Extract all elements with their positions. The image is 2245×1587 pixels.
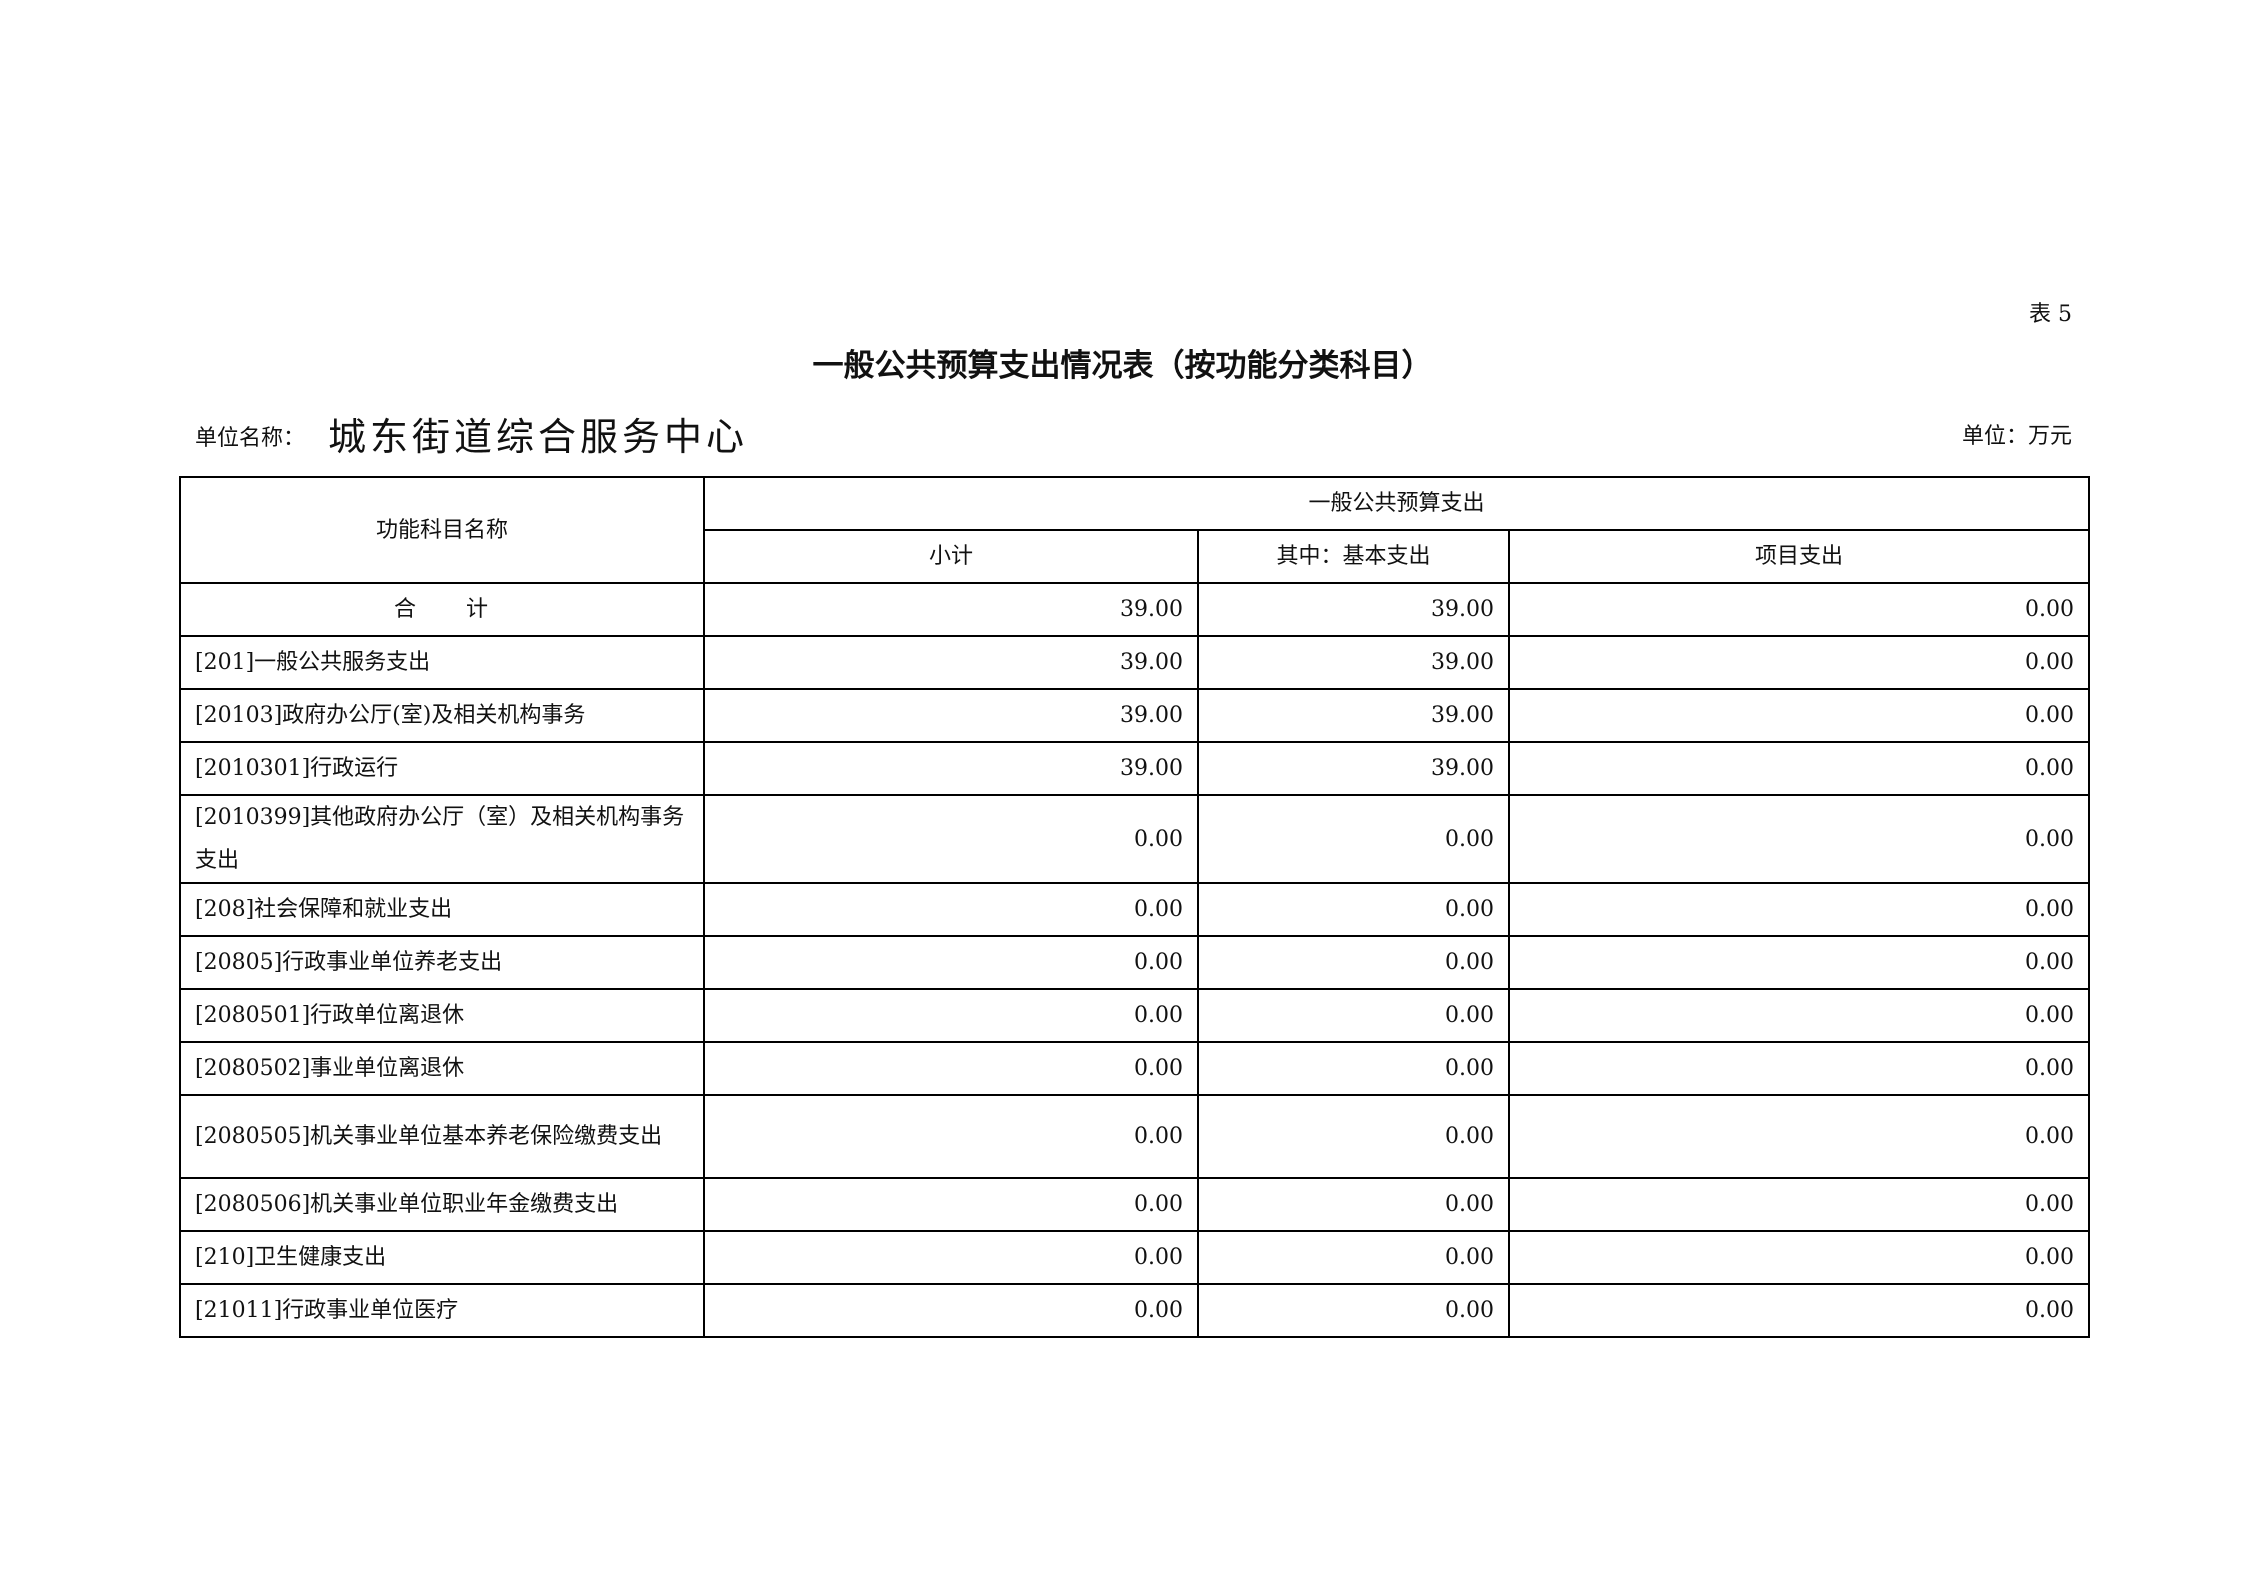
name-cell: [2080501]行政单位离退休 <box>179 988 705 1043</box>
table-row: [2080502]事业单位离退休 0.00 0.00 0.00 <box>179 1041 2090 1096</box>
project-cell: 0.00 <box>1508 1230 2090 1285</box>
unit-label: 单位名称： <box>195 426 306 451</box>
name-cell: [2010399]其他政府办公厅（室）及相关机构事务支出 <box>179 794 705 884</box>
table-row: [201]一般公共服务支出 39.00 39.00 0.00 <box>179 635 2090 690</box>
page-title: 一般公共预算支出情况表（按功能分类科目） <box>812 348 1433 384</box>
table-row: [20805]行政事业单位养老支出 0.00 0.00 0.00 <box>179 935 2090 990</box>
project-cell: 0.00 <box>1508 935 2090 990</box>
project-cell: 0.00 <box>1508 1094 2090 1179</box>
subtotal-cell: 0.00 <box>703 1230 1199 1285</box>
unit-name: 城东街道综合服务中心 <box>328 415 749 459</box>
name-cell: [20103]政府办公厅(室)及相关机构事务 <box>179 688 705 743</box>
subtotal-cell: 0.00 <box>703 882 1199 937</box>
table-row: [2080506]机关事业单位职业年金缴费支出 0.00 0.00 0.00 <box>179 1177 2090 1232</box>
subtotal-cell: 0.00 <box>703 988 1199 1043</box>
table-number: 表 5 <box>2029 302 2072 327</box>
basic-cell: 39.00 <box>1197 635 1510 690</box>
subtotal-cell: 0.00 <box>703 935 1199 990</box>
header-subrow: 小计 其中：基本支出 项目支出 <box>180 529 2090 584</box>
project-cell: 0.00 <box>1508 688 2090 743</box>
project-cell: 0.00 <box>1508 794 2090 884</box>
project-cell: 0.00 <box>1508 1177 2090 1232</box>
basic-cell: 0.00 <box>1197 794 1510 884</box>
subtotal-cell: 0.00 <box>703 1177 1199 1232</box>
header-group: 一般公共预算支出 <box>703 476 2090 531</box>
name-cell: [2080505]机关事业单位基本养老保险缴费支出 <box>179 1094 705 1179</box>
basic-cell: 0.00 <box>1197 1177 1510 1232</box>
subtotal-cell: 39.00 <box>703 688 1199 743</box>
basic-cell: 0.00 <box>1197 1283 1510 1338</box>
table-row: [21011]行政事业单位医疗 0.00 0.00 0.00 <box>179 1283 2090 1338</box>
table-row: [2010301]行政运行 39.00 39.00 0.00 <box>179 741 2090 796</box>
subtotal-cell: 39.00 <box>703 741 1199 796</box>
expenditure-table: 功能科目名称 一般公共预算支出 小计 其中：基本支出 项目支出 合 计 39.00… <box>179 476 2090 1338</box>
subtotal-cell: 0.00 <box>703 794 1199 884</box>
name-cell: 合 计 <box>179 582 705 637</box>
subtotal-cell: 0.00 <box>703 1283 1199 1338</box>
name-cell: [201]一般公共服务支出 <box>179 635 705 690</box>
header-project: 项目支出 <box>1508 529 2090 584</box>
header-subtotal: 小计 <box>703 529 1199 584</box>
table-row: [208]社会保障和就业支出 0.00 0.00 0.00 <box>179 882 2090 937</box>
table-row: [2010399]其他政府办公厅（室）及相关机构事务支出 0.00 0.00 0.00 <box>179 794 2090 884</box>
name-cell: [2080502]事业单位离退休 <box>179 1041 705 1096</box>
name-cell: [20805]行政事业单位养老支出 <box>179 935 705 990</box>
basic-cell: 0.00 <box>1197 882 1510 937</box>
project-cell: 0.00 <box>1508 1283 2090 1338</box>
currency-unit: 单位：万元 <box>1961 424 2072 449</box>
table-row: [210]卫生健康支出 0.00 0.00 0.00 <box>179 1230 2090 1285</box>
basic-cell: 39.00 <box>1197 741 1510 796</box>
name-cell: [2080506]机关事业单位职业年金缴费支出 <box>179 1177 705 1232</box>
name-cell: [21011]行政事业单位医疗 <box>179 1283 705 1338</box>
basic-cell: 39.00 <box>1197 688 1510 743</box>
header-row: 功能科目名称 一般公共预算支出 <box>179 476 2090 584</box>
subtotal-cell: 39.00 <box>703 582 1199 637</box>
subtotal-cell: 0.00 <box>703 1041 1199 1096</box>
name-cell: [2010301]行政运行 <box>179 741 705 796</box>
project-cell: 0.00 <box>1508 1041 2090 1096</box>
table-row: [2080501]行政单位离退休 0.00 0.00 0.00 <box>179 988 2090 1043</box>
project-cell: 0.00 <box>1508 582 2090 637</box>
name-cell: [210]卫生健康支出 <box>179 1230 705 1285</box>
name-cell: [208]社会保障和就业支出 <box>179 882 705 937</box>
basic-cell: 0.00 <box>1197 988 1510 1043</box>
project-cell: 0.00 <box>1508 988 2090 1043</box>
table-row: [2080505]机关事业单位基本养老保险缴费支出 0.00 0.00 0.00 <box>179 1094 2090 1179</box>
basic-cell: 0.00 <box>1197 935 1510 990</box>
basic-cell: 0.00 <box>1197 1094 1510 1179</box>
project-cell: 0.00 <box>1508 741 2090 796</box>
basic-cell: 39.00 <box>1197 582 1510 637</box>
basic-cell: 0.00 <box>1197 1230 1510 1285</box>
subtotal-cell: 0.00 <box>703 1094 1199 1179</box>
total-row: 合 计 39.00 39.00 0.00 <box>179 582 2090 637</box>
header-basic: 其中：基本支出 <box>1197 529 1510 584</box>
table-row: [20103]政府办公厅(室)及相关机构事务 39.00 39.00 0.00 <box>179 688 2090 743</box>
project-cell: 0.00 <box>1508 635 2090 690</box>
basic-cell: 0.00 <box>1197 1041 1510 1096</box>
subtotal-cell: 39.00 <box>703 635 1199 690</box>
project-cell: 0.00 <box>1508 882 2090 937</box>
header-name: 功能科目名称 <box>179 476 705 584</box>
